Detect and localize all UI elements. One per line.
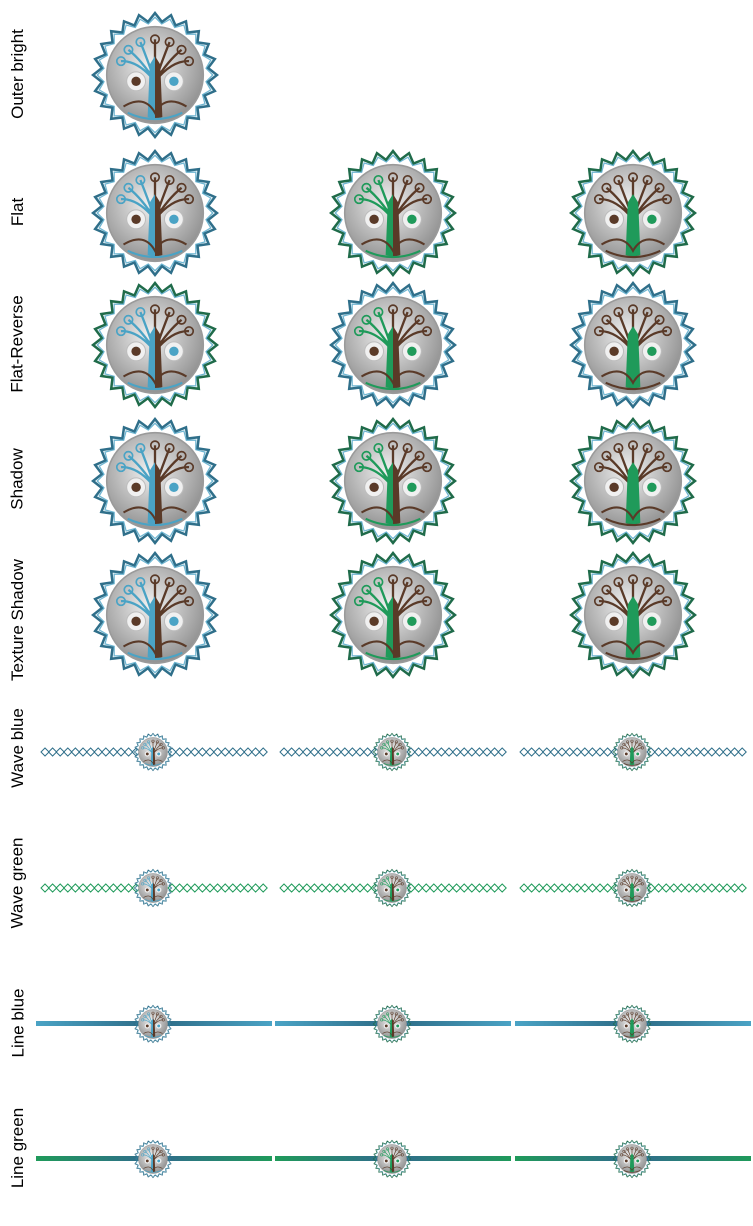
wave-blue-emblem-green-brown [372, 732, 412, 772]
row-label-outer-bright: Outer bright [8, 29, 28, 119]
line-green-emblem-green-brown [372, 1139, 412, 1179]
row-label-flat-reverse: Flat-Reverse [8, 295, 27, 393]
wave-green-bar-brown-green [515, 868, 747, 908]
wave-green-emblem-green-brown [372, 868, 412, 908]
row-label-texture-shadow: Texture Shadow [8, 559, 27, 681]
wave-blue-emblem-brown-green [612, 732, 652, 772]
row-label-line-blue: Line blue [8, 987, 28, 1058]
wave-blue-emblem-blue-brown [133, 732, 173, 772]
emblem-flat-blue-brown [91, 149, 219, 277]
emblem-texture-shadow-green-brown [329, 551, 457, 679]
emblem-flat-brown-green [569, 149, 697, 277]
emblem-texture-shadow-blue-brown [91, 551, 219, 679]
row-label-shadow: Shadow [8, 448, 27, 510]
line-blue-emblem-green-brown [372, 1004, 412, 1044]
wave-blue-bar-green-brown [275, 732, 507, 772]
wave-green-emblem-blue-brown [133, 868, 173, 908]
emblem-shadow-brown-green [569, 417, 697, 545]
wave-green-bar-blue-brown [36, 868, 268, 908]
row-label-wave-green: Wave green [8, 836, 27, 929]
row-label-wave-blue: Wave blue [8, 707, 27, 788]
row-label-line-green: Line green [8, 1107, 27, 1188]
wave-green-emblem-brown-green [612, 868, 652, 908]
line-green-emblem-brown-green [612, 1139, 652, 1179]
emblem-texture-shadow-brown-green [569, 551, 697, 679]
line-blue-emblem-brown-green [612, 1004, 652, 1044]
emblem-flat-reverse-blue-brown [91, 281, 219, 409]
emblem-outer-bright-blue-brown [91, 11, 219, 139]
emblem-shadow-green-brown [329, 417, 457, 545]
emblem-shadow-blue-brown [91, 417, 219, 545]
emblem-flat-reverse-brown-green [569, 281, 697, 409]
wave-green-bar-green-brown [275, 868, 507, 908]
line-blue-emblem-blue-brown [133, 1004, 173, 1044]
row-label-flat: Flat [8, 197, 27, 227]
wave-blue-bar-brown-green [515, 732, 747, 772]
wave-blue-bar-blue-brown [36, 732, 268, 772]
line-green-emblem-blue-brown [133, 1139, 173, 1179]
emblem-flat-green-brown [329, 149, 457, 277]
emblem-flat-reverse-green-brown [329, 281, 457, 409]
